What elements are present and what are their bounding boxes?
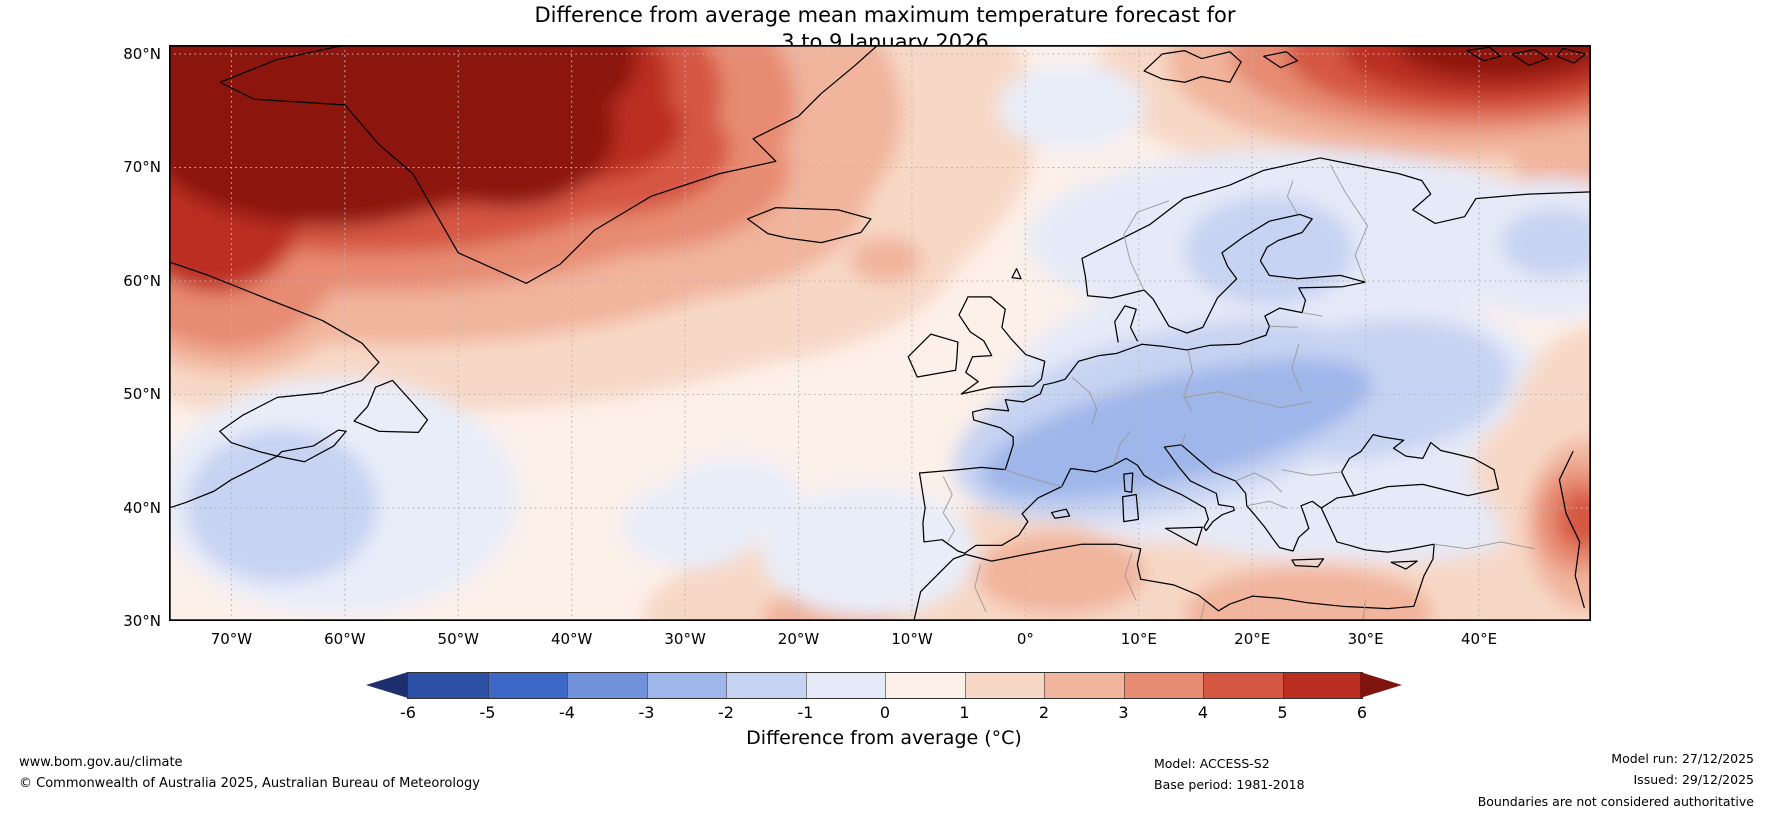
colorbar-left-arrow	[366, 672, 408, 698]
coast-baltic	[1087, 213, 1366, 351]
coast-shetland	[1011, 268, 1022, 280]
lon-tick-label: 30°E	[1347, 630, 1384, 648]
lon-tick-label: 40°W	[550, 630, 593, 648]
coast-svalbard	[1143, 50, 1299, 83]
colorbar-segment	[726, 673, 806, 698]
coast-blacksea	[1340, 434, 1500, 497]
footer-right: Model run: 27/12/2025 Issued: 29/12/2025…	[1478, 748, 1754, 812]
colorbar-right-arrow	[1360, 672, 1402, 698]
lat-tick-label: 80°N	[123, 45, 161, 64]
coastlines	[169, 45, 1591, 621]
footer-base-period: Base period: 1981-2018	[1154, 777, 1305, 793]
colorbar-tick-label: -5	[479, 703, 496, 722]
anomaly-field	[169, 45, 1591, 621]
country-borders	[942, 164, 1535, 621]
coast-denmark	[1114, 305, 1138, 343]
coast-italy-balkans	[1110, 444, 1355, 552]
coast-islands-med	[1050, 472, 1418, 570]
lat-tick-label: 30°N	[123, 611, 161, 630]
chart-title-line1: Difference from average mean maximum tem…	[534, 3, 1236, 27]
forecast-map	[169, 45, 1591, 621]
colorbar-tick-label: 5	[1277, 703, 1288, 722]
map-frame	[169, 45, 1591, 621]
colorbar-segment	[885, 673, 965, 698]
coast-iberia	[918, 465, 1112, 554]
colorbar-tick-label: -4	[559, 703, 575, 722]
lon-tick-label: 40°E	[1460, 630, 1498, 648]
lat-tick-label: 70°N	[123, 158, 161, 177]
lat-tick-label: 50°N	[123, 385, 161, 404]
colorbar-tick-label: -3	[638, 703, 655, 722]
chart-title: Difference from average mean maximum tem…	[0, 2, 1770, 57]
colorbar-segment	[567, 673, 647, 698]
footer-left: www.bom.gov.au/climate © Commonwealth of…	[19, 752, 480, 795]
coast-novascotia	[276, 429, 347, 463]
coast-turkey-africa	[913, 507, 1435, 621]
colorbar-tick-label: 1	[959, 703, 970, 722]
colorbar-segment	[1123, 673, 1203, 698]
footer-issued: Issued: 29/12/2025	[1633, 772, 1755, 788]
footer-copyright: © Commonwealth of Australia 2025, Austra…	[19, 776, 480, 792]
lon-tick-label: 10°E	[1120, 630, 1157, 648]
colorbar-tick-label: 4	[1197, 703, 1209, 722]
footer-model: Model: ACCESS-S2	[1154, 756, 1270, 771]
coast-canada	[169, 261, 380, 509]
colorbar-tick-label: 6	[1356, 703, 1368, 722]
lon-tick-label: 20°E	[1234, 630, 1271, 648]
lon-tick-label: 0°	[1016, 630, 1034, 648]
coast-greenland	[219, 45, 879, 284]
coast-iceland	[746, 207, 872, 244]
colorbar-segment	[408, 673, 488, 698]
lon-tick-label: 70°W	[210, 630, 253, 648]
colorbar-segment	[487, 673, 567, 698]
colorbar-segment	[964, 673, 1044, 698]
colorbar-segment	[1203, 673, 1283, 698]
colorbar-label: Difference from average (°C)	[746, 727, 1022, 749]
lon-tick-label: 20°W	[777, 630, 820, 648]
lon-tick-label: 10°W	[891, 630, 933, 648]
colorbar-segment	[805, 673, 885, 698]
lat-tick-label: 60°N	[123, 271, 161, 290]
lon-tick-label: 50°W	[437, 630, 479, 648]
forecast-map-svg	[169, 45, 1591, 621]
lat-tick-label: 40°N	[123, 498, 161, 517]
colorbar-segments	[407, 672, 1363, 699]
footer-center: Model: ACCESS-S2 Base period: 1981-2018	[1154, 753, 1305, 796]
colorbar-segment	[646, 673, 726, 698]
coast-norway-arctic	[1081, 157, 1591, 297]
colorbar-tick-label: -1	[797, 703, 814, 722]
coast-arctic-islands	[1466, 46, 1586, 66]
coast-west-europe	[971, 343, 1143, 471]
footer-url: www.bom.gov.au/climate	[19, 755, 183, 770]
coast-ireland	[907, 333, 959, 378]
coast-britain	[958, 296, 1046, 395]
colorbar-tick-label: 2	[1038, 703, 1050, 722]
footer-disclaimer: Boundaries are not considered authoritat…	[1477, 793, 1754, 809]
colorbar-segment	[1044, 673, 1124, 698]
lon-tick-label: 30°W	[664, 630, 706, 648]
lon-tick-label: 60°W	[324, 630, 366, 648]
coast-caspian	[1558, 450, 1585, 609]
colorbar-tick-label: 3	[1118, 703, 1129, 722]
graticule-grid	[169, 45, 1591, 621]
footer-model-run: Model run: 27/12/2025	[1611, 751, 1754, 766]
colorbar-tick-label: 0	[879, 703, 891, 722]
colorbar-segment	[1282, 673, 1362, 698]
coast-newfoundland	[353, 379, 429, 434]
colorbar-tick-label: -2	[718, 703, 734, 722]
colorbar: -6 -5 -4 -3 -2 -1 0 1 2 3 4 5 6	[365, 672, 1403, 722]
colorbar-tick-label: -6	[400, 703, 416, 722]
